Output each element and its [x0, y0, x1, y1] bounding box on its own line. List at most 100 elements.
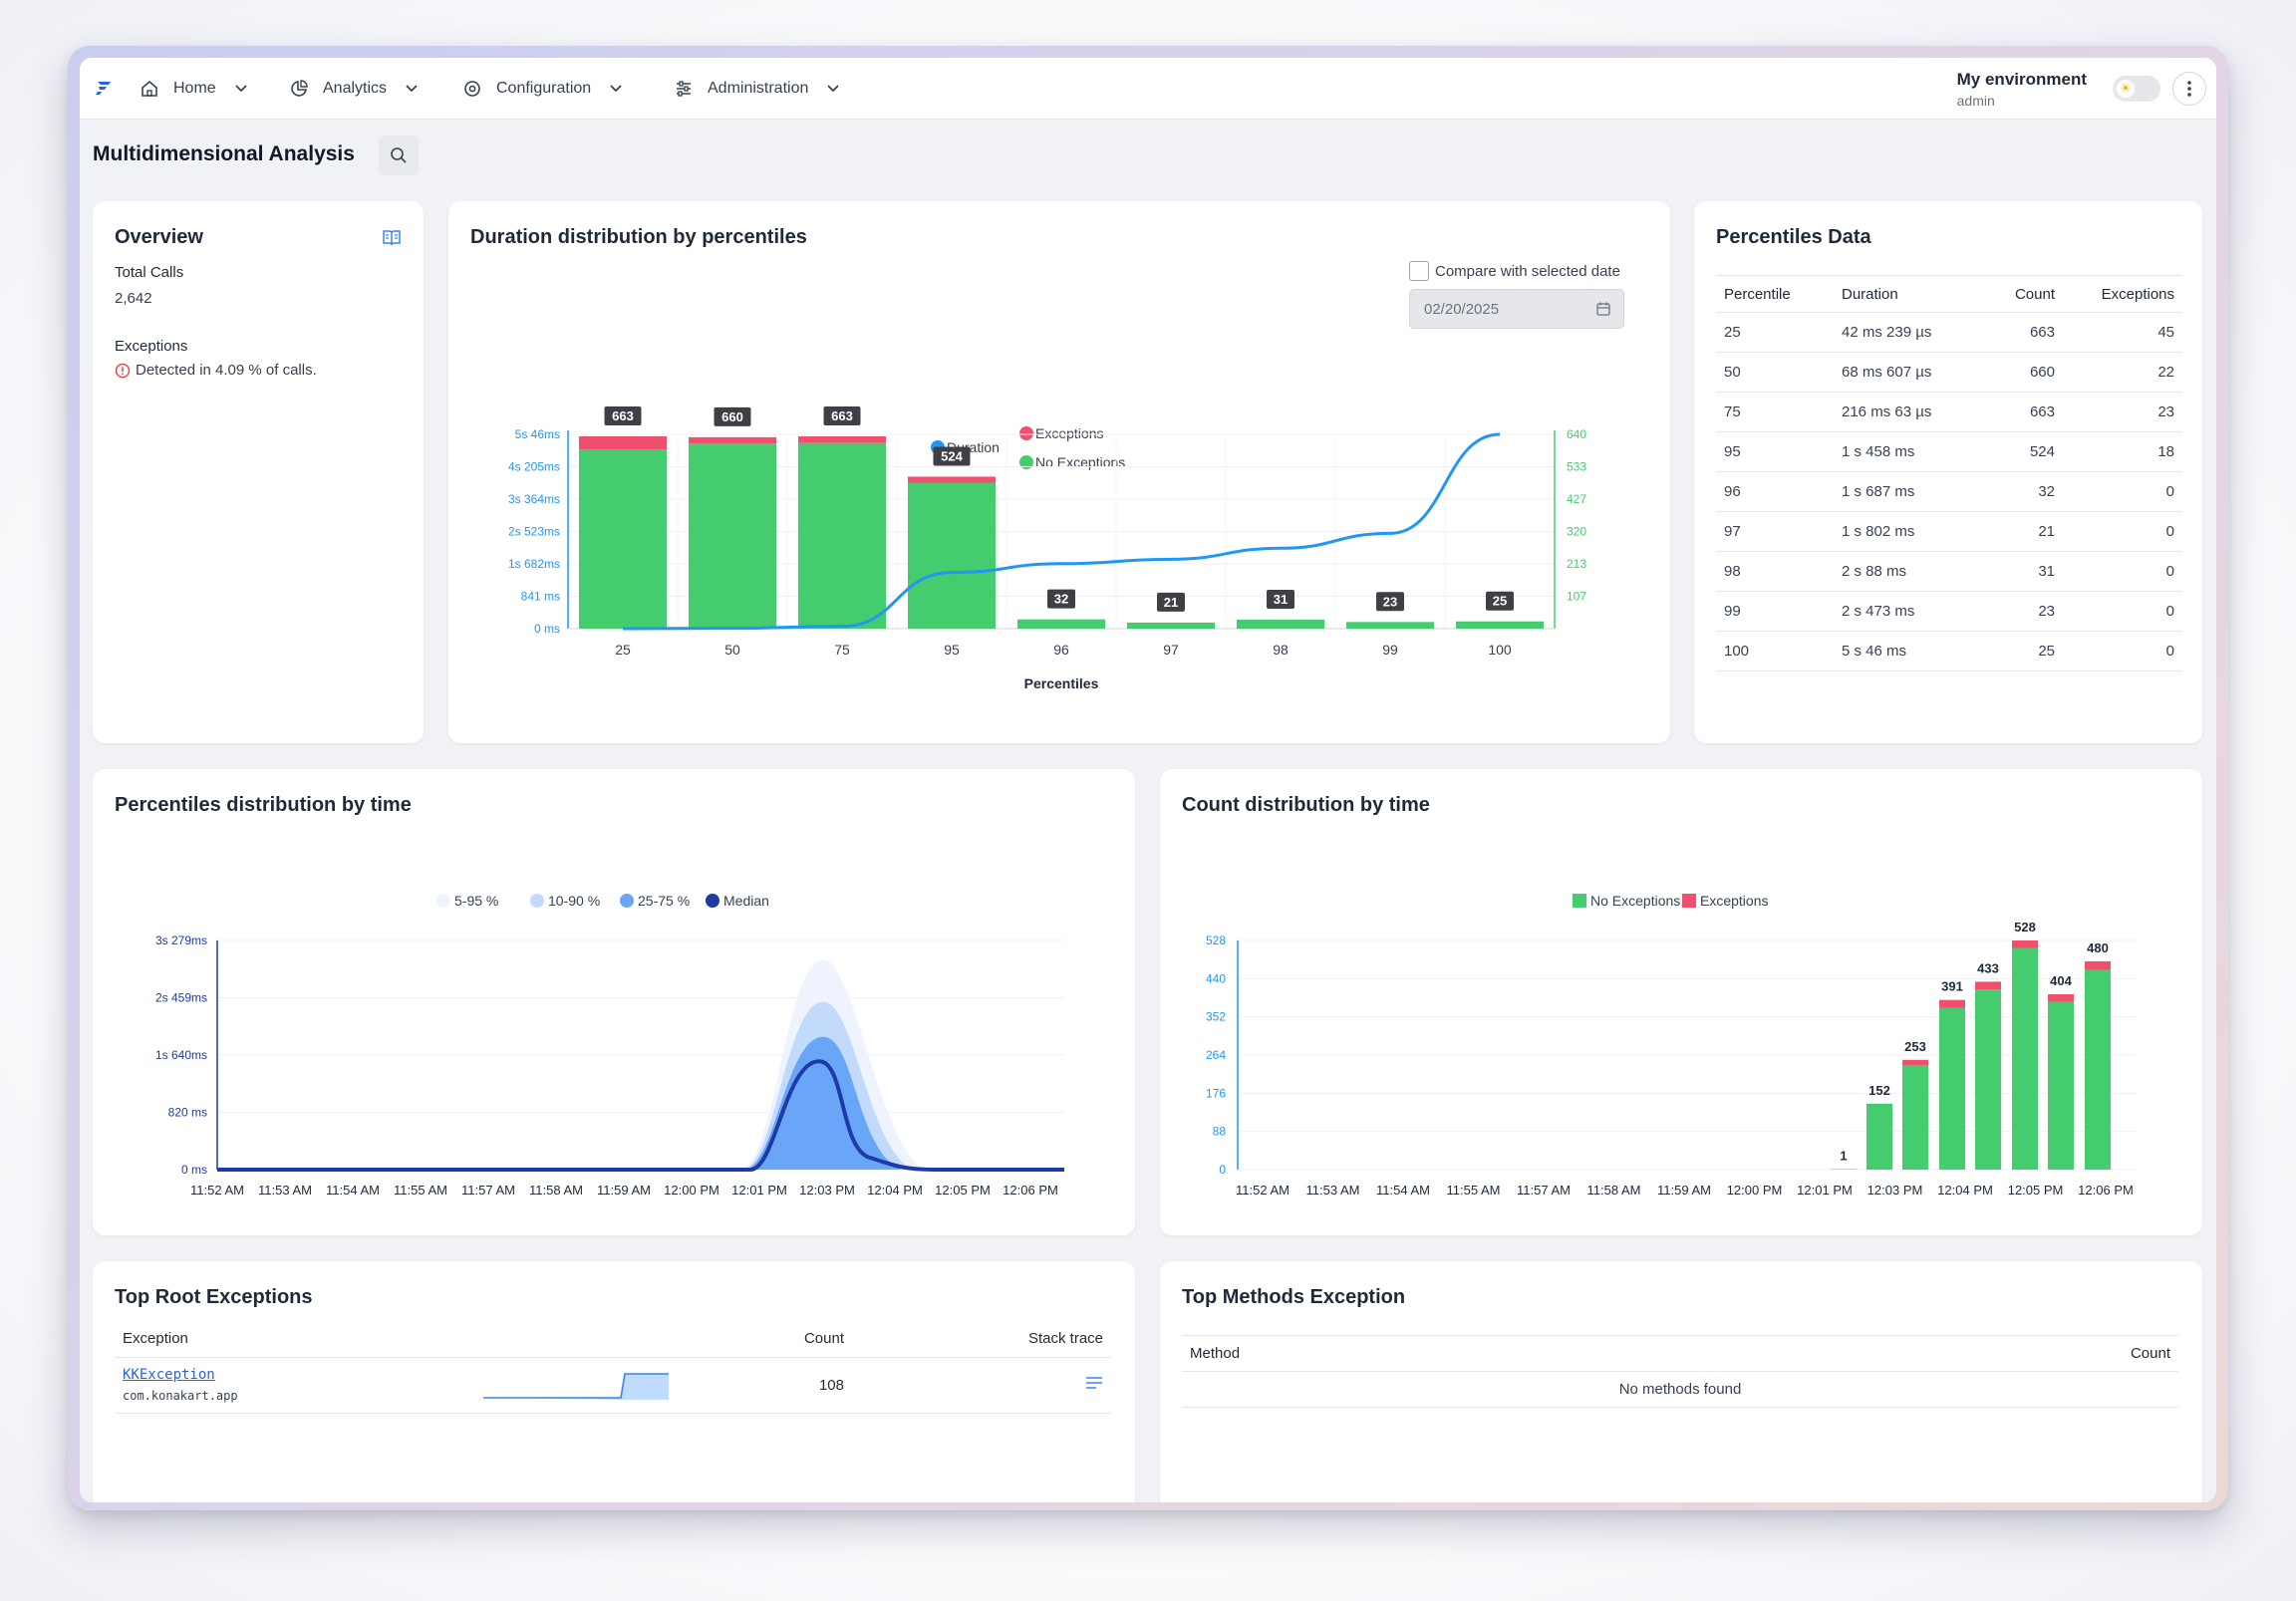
search-button[interactable]: [379, 135, 419, 175]
legend-marker: [1019, 455, 1033, 469]
table-header-row: Method Count: [1182, 1335, 2178, 1372]
exceptions-cell: 0: [2063, 631, 2182, 671]
col-count[interactable]: Count: [713, 1321, 852, 1358]
x-tick-label: 12:04 PM: [1937, 1183, 1993, 1198]
top-methods-title: Top Methods Exception: [1182, 1286, 1406, 1308]
percentile-cell: 95: [1716, 431, 1834, 472]
count-cell: 660: [1983, 352, 2063, 393]
x-axis-label: Percentiles: [1024, 675, 1099, 691]
table-row: 98 2 s 88 ms 31 0: [1716, 551, 2182, 592]
x-tick-label: 11:58 AM: [1587, 1183, 1641, 1198]
x-tick-label: 11:55 AM: [1447, 1183, 1501, 1198]
y-right-tick: 213: [1567, 557, 1586, 571]
bar-total-label-bg: [933, 446, 971, 466]
col-exceptions[interactable]: Exceptions: [2063, 275, 2182, 313]
duration-cell: 42 ms 239 µs: [1834, 312, 1983, 353]
top-methods-card: Top Methods Exception Method Count No me…: [1160, 1261, 2202, 1502]
legend-label: 10-90 %: [548, 893, 600, 909]
x-tick-label: 11:55 AM: [394, 1183, 447, 1198]
exceptions-cell: 45: [2063, 312, 2182, 353]
bar-total-label: 663: [831, 408, 853, 423]
exceptions-cell: 23: [2063, 392, 2182, 432]
x-tick-label: 25: [615, 642, 631, 658]
y-tick-label: 3s 279ms: [155, 934, 207, 947]
band-5-95: [217, 959, 1064, 1170]
methods-table: Method Count No methods found: [1182, 1335, 2178, 1408]
top-root-exceptions-card: Top Root Exceptions Exception Count Stac…: [93, 1261, 1135, 1502]
y-tick-label: 440: [1206, 971, 1226, 985]
nav-administration-label: Administration: [708, 80, 809, 97]
legend-label: No Exceptions: [1035, 454, 1125, 470]
percentile-cell: 75: [1716, 392, 1834, 432]
nav-analytics[interactable]: Analytics: [289, 58, 419, 120]
col-method[interactable]: Method: [1182, 1335, 1979, 1372]
count-cell: 21: [1983, 511, 2063, 552]
bar-no-exceptions: [1127, 622, 1215, 629]
count-cell: 32: [1983, 471, 2063, 512]
col-count[interactable]: Count: [1979, 1335, 2178, 1372]
stack-trace-icon[interactable]: [1085, 1376, 1103, 1390]
bar-total-label: 25: [1493, 594, 1507, 609]
x-tick-label: 11:53 AM: [258, 1183, 312, 1198]
x-tick-label: 11:54 AM: [1376, 1183, 1430, 1198]
bar-exceptions: [798, 436, 886, 443]
table-row: 75 216 ms 63 µs 663 23: [1716, 392, 2182, 432]
empty-message: No methods found: [1618, 1381, 1742, 1398]
bar-no-exceptions: [2048, 1001, 2074, 1170]
date-input[interactable]: 02/20/2025: [1409, 289, 1624, 329]
bar-no-exceptions: [2012, 947, 2038, 1170]
x-tick-label: 100: [1488, 642, 1512, 658]
percentile-cell: 96: [1716, 471, 1834, 512]
book-icon[interactable]: [382, 229, 402, 247]
y-right-tick: 427: [1567, 492, 1586, 506]
app-window: Home Analytics Configuration Administrat…: [68, 46, 2228, 1510]
legend-marker: [530, 894, 544, 908]
bar-no-exceptions: [1939, 1007, 1965, 1170]
duration-title: Duration distribution by percentiles: [470, 226, 807, 248]
nav-administration[interactable]: Administration: [674, 58, 840, 120]
compare-checkbox-row[interactable]: Compare with selected date: [1409, 261, 1620, 281]
col-percentile[interactable]: Percentile: [1716, 275, 1834, 313]
x-tick-label: 12:05 PM: [2008, 1183, 2064, 1198]
duration-cell: 1 s 458 ms: [1834, 431, 1983, 472]
bar-exceptions: [1939, 999, 1965, 1008]
alert-circle-icon: [115, 363, 131, 378]
table-header-row: Percentile Duration Count Exceptions: [1716, 275, 2182, 313]
y-left-tick: 1s 682ms: [508, 557, 560, 571]
exception-link[interactable]: KKException: [123, 1367, 215, 1383]
y-tick-label: 264: [1206, 1048, 1226, 1062]
bar-no-exceptions: [1866, 1103, 1892, 1170]
col-duration[interactable]: Duration: [1834, 275, 1983, 313]
bar-exceptions: [2048, 994, 2074, 1002]
nav-configuration[interactable]: Configuration: [462, 58, 623, 120]
x-tick-label: 98: [1273, 642, 1289, 658]
x-tick-label: 95: [944, 642, 960, 658]
table-row: 99 2 s 473 ms 23 0: [1716, 591, 2182, 632]
bar-total-label-bg: [1267, 589, 1294, 609]
nav-home[interactable]: Home: [140, 58, 248, 120]
environment-info[interactable]: My environment admin: [1957, 70, 2087, 109]
table-row[interactable]: KKException com.konakart.app 108: [115, 1357, 1111, 1413]
bar-total-label-bg: [604, 406, 642, 425]
col-stack-trace[interactable]: Stack trace: [852, 1321, 1111, 1358]
app-logo-icon[interactable]: [94, 78, 114, 98]
count-cell: 31: [1983, 551, 2063, 592]
bar-total-label-bg: [714, 406, 751, 426]
x-tick-label: 97: [1163, 642, 1179, 658]
y-tick-label: 2s 459ms: [155, 991, 207, 1005]
table-row: 97 1 s 802 ms 21 0: [1716, 511, 2182, 552]
col-exception[interactable]: Exception: [115, 1321, 713, 1358]
environment-user: admin: [1956, 93, 1995, 109]
calendar-icon: [1596, 302, 1610, 316]
col-count[interactable]: Count: [1983, 275, 2063, 313]
x-tick-label: 12:00 PM: [664, 1183, 719, 1198]
theme-toggle[interactable]: ☀: [2113, 76, 2160, 102]
x-tick-label: 11:52 AM: [1236, 1183, 1290, 1198]
percentiles-data-card: Percentiles Data Percentile Duration Cou…: [1694, 201, 2202, 743]
x-tick-label: 12:04 PM: [867, 1183, 923, 1198]
bar-no-exceptions: [1456, 621, 1544, 629]
bar-no-exceptions: [1017, 619, 1105, 629]
count-cell: 663: [1983, 312, 2063, 353]
compare-checkbox[interactable]: [1409, 261, 1429, 281]
more-menu-button[interactable]: [2172, 72, 2206, 106]
